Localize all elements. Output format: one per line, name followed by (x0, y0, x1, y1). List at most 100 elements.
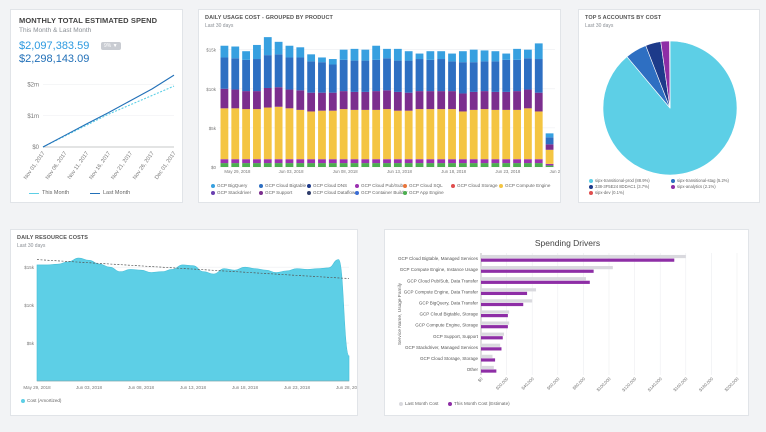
bar-segment (372, 109, 381, 160)
legend-item: GCP Support (259, 190, 292, 195)
bar-last-month (481, 254, 686, 259)
bar-segment (253, 159, 261, 164)
x-tick-label: May 29, 2018 (224, 169, 251, 174)
bar-segment (426, 109, 435, 160)
x-tick-label: $80,000 (572, 376, 587, 391)
bar-segment (393, 91, 402, 111)
legend-label: sipx-analytics (2.1%) (677, 184, 716, 189)
bar-segment (296, 90, 305, 110)
x-tick-label: $180,000 (698, 376, 715, 393)
bar-segment (339, 59, 348, 92)
bar-segment (415, 53, 424, 60)
top-accounts-card: TOP 5 ACCOUNTS BY COST Last 30 days sipx… (578, 9, 760, 203)
x-tick-label: Jun 18, 2018 (232, 385, 259, 390)
bar-segment (448, 159, 456, 164)
legend-label: sipx-transitional-prod (88.9%) (595, 178, 650, 183)
bar-segment (448, 61, 456, 92)
legend-swatch (448, 401, 452, 406)
x-tick-label: $140,000 (647, 376, 664, 393)
bar-segment (469, 49, 478, 63)
bar-segment (491, 91, 500, 110)
bar-segment (469, 163, 478, 167)
bar-segment (426, 91, 435, 110)
x-tick-label: Nov 01, 2017 (23, 151, 47, 181)
bar-segment (318, 57, 326, 63)
legend-label: GCP Cloud DNS (313, 183, 348, 188)
bar-segment (361, 49, 370, 61)
bar-segment (231, 163, 240, 167)
legend-item: GCP Compute Engine (499, 183, 550, 188)
card-subtitle: Last 30 days (205, 23, 234, 29)
arrow-down-icon: ▼ (112, 43, 118, 49)
legend-label: 338-3F5E24 8DDAC1 (3.7%) (595, 184, 650, 189)
bar-segment (426, 51, 435, 60)
x-tick-label: $40,000 (520, 376, 535, 391)
bar-segment (350, 60, 359, 92)
category-label: GCP Cloud Bigtable, Managed Services (398, 256, 479, 261)
x-tick-label: $200,000 (723, 376, 740, 393)
legend-swatch (259, 190, 263, 195)
bar-segment (480, 109, 489, 160)
bar-segment (296, 57, 305, 91)
bar-segment (534, 111, 543, 160)
bar-segment (502, 59, 511, 92)
legend-swatch (589, 184, 593, 189)
bar-segment (534, 92, 543, 112)
bar-segment (491, 159, 500, 164)
bar-segment (513, 91, 521, 110)
bar-segment (372, 163, 381, 167)
bar-last-month (481, 332, 505, 336)
bar-segment (404, 51, 413, 61)
area-series (36, 257, 350, 382)
bar-segment (480, 61, 489, 92)
bar-segment (545, 163, 554, 166)
legend-label: GCP Compute Engine (505, 183, 551, 188)
legend-swatch (259, 183, 263, 188)
bar-segment (426, 159, 435, 164)
bar-segment (415, 59, 424, 92)
y-tick-label: $10k (24, 303, 35, 308)
bar-segment (383, 109, 391, 160)
x-tick-label: Dec 01, 2017 (154, 151, 178, 181)
bar-last-month (481, 310, 510, 314)
bar-segment (339, 91, 348, 110)
legend-label: GCP Container Builder (361, 190, 408, 195)
bar-segment (263, 87, 272, 108)
bar-segment (372, 159, 381, 164)
legend-label: Last Month Cost (405, 401, 439, 406)
bar-segment (513, 163, 521, 167)
bar-this-month (481, 347, 502, 351)
x-tick-label: Jun 23, 2018 (495, 169, 520, 174)
bar-segment (458, 111, 467, 160)
legend-item: GCP Cloud Dataflow (307, 190, 355, 195)
this-month-value: $2,097,383.59 (19, 40, 90, 52)
legend-this-month: This Month (29, 190, 69, 196)
bar-segment (513, 109, 521, 160)
bar-segment (361, 159, 370, 164)
legend-swatch (671, 178, 675, 183)
legend-swatch (307, 183, 311, 188)
bar-segment (480, 163, 489, 167)
x-tick-label: Jun 18, 2018 (441, 169, 466, 174)
bar-segment (545, 144, 554, 150)
legend-swatch (211, 190, 215, 195)
x-tick-label: Nov 06, 2017 (45, 151, 69, 181)
category-label: GCP Cloud Pub/Sub, Data Transfer (407, 278, 478, 283)
bar-this-month (481, 280, 590, 284)
bar-segment (502, 53, 511, 60)
category-label: GCP Cloud Storage, Storage (420, 356, 478, 361)
daily-resource-area-chart: $5k $10k $15k May 29, 2018 Jun 03, 2018 Jun 0… (23, 257, 357, 390)
bar-segment (328, 159, 337, 164)
x-tick-label: $20,000 (495, 376, 510, 391)
bar-segment (231, 159, 240, 164)
y-tick-label: $15k (24, 265, 35, 270)
bar-segment (350, 91, 359, 110)
legend-item: GCP Cloud DNS (307, 183, 347, 188)
bar-this-month (481, 314, 508, 318)
bar-segment (437, 163, 446, 167)
bar-segment (458, 93, 467, 112)
y-tick-label: $15k (206, 48, 217, 53)
bar-segment (263, 159, 272, 164)
bar-segment (350, 109, 359, 160)
